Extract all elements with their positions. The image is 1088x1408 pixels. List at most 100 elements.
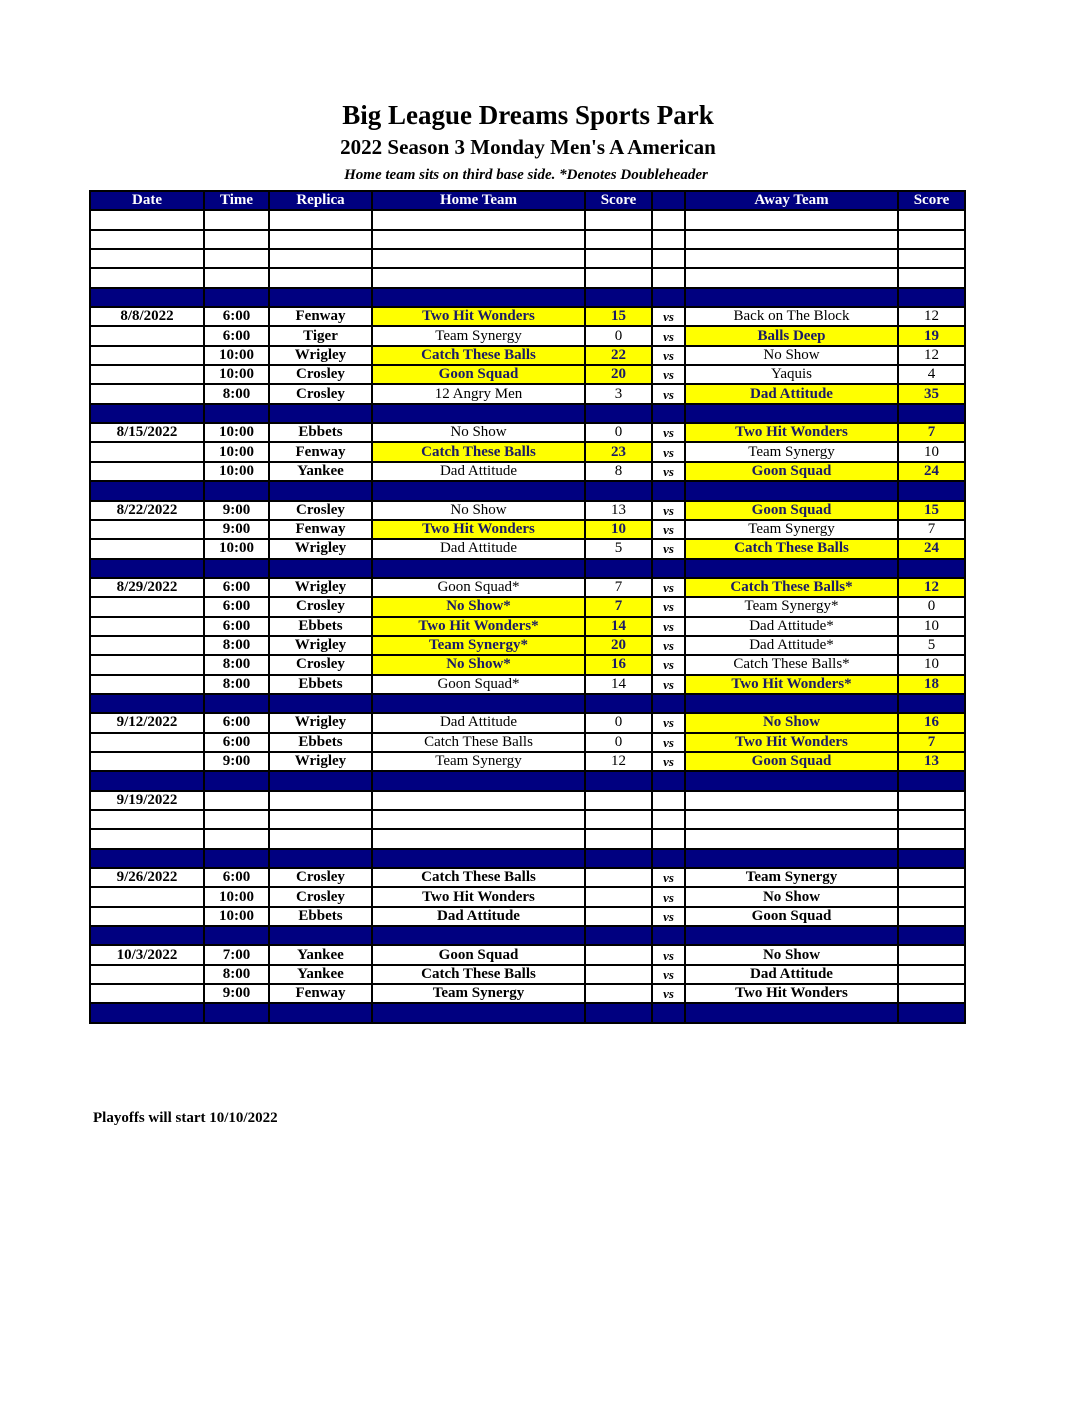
home-team-cell: No Show bbox=[371, 499, 586, 521]
vs-cell: vs bbox=[651, 383, 686, 405]
home-team-cell: Dad Attitude bbox=[371, 712, 586, 734]
away-team-cell: No Show bbox=[684, 712, 899, 734]
home-team-cell: Catch These Balls bbox=[371, 867, 586, 889]
away-score-cell bbox=[897, 557, 966, 579]
away-score-cell bbox=[897, 983, 966, 1005]
home-team-cell bbox=[371, 828, 586, 850]
home-score-cell bbox=[584, 828, 653, 850]
replica-cell bbox=[268, 847, 373, 870]
replica-cell bbox=[268, 209, 373, 231]
away-score-cell: 35 bbox=[897, 383, 966, 405]
time-cell: 10:00 bbox=[203, 538, 270, 560]
game-row: 10:00 Wrigley Dad Attitude 5 vs Catch These B… bbox=[89, 538, 966, 560]
time-cell: 10:00 bbox=[203, 460, 270, 483]
date-cell: 8/8/2022 bbox=[89, 306, 205, 328]
replica-cell: Crosley bbox=[268, 383, 373, 405]
away-team-cell: Catch These Balls bbox=[684, 538, 899, 560]
date-cell bbox=[89, 402, 205, 425]
time-cell: 8:00 bbox=[203, 673, 270, 695]
home-team-cell bbox=[371, 808, 586, 831]
time-cell: 10:00 bbox=[203, 905, 270, 928]
home-score-cell: 5 bbox=[584, 538, 653, 560]
away-team-cell: Goon Squad bbox=[684, 499, 899, 521]
week-separator-row bbox=[89, 692, 966, 715]
vs-cell bbox=[651, 286, 686, 309]
away-team-cell: Team Synergy* bbox=[684, 596, 899, 618]
home-score-cell: 13 bbox=[584, 499, 653, 521]
away-score-cell bbox=[897, 808, 966, 831]
away-team-cell: Dad Attitude bbox=[684, 963, 899, 986]
away-team-cell: Dad Attitude bbox=[684, 383, 899, 405]
time-cell: 9:00 bbox=[203, 499, 270, 521]
home-team-cell bbox=[371, 770, 586, 792]
date-cell bbox=[89, 228, 205, 251]
time-cell: 6:00 bbox=[203, 306, 270, 328]
home-score-cell bbox=[584, 557, 653, 579]
time-cell bbox=[203, 828, 270, 850]
away-team-cell bbox=[684, 808, 899, 831]
time-cell bbox=[203, 286, 270, 309]
date-cell: 8/15/2022 bbox=[89, 422, 205, 444]
replica-cell: Wrigley bbox=[268, 538, 373, 560]
vs-cell: vs bbox=[651, 731, 686, 753]
date-cell: 9/26/2022 bbox=[89, 867, 205, 889]
time-cell: 10:00 bbox=[203, 422, 270, 444]
home-score-cell bbox=[584, 228, 653, 251]
away-score-cell bbox=[897, 267, 966, 289]
vs-cell: vs bbox=[651, 325, 686, 347]
date-cell bbox=[89, 808, 205, 831]
replica-cell bbox=[268, 789, 373, 812]
vs-cell: vs bbox=[651, 306, 686, 328]
replica-cell: Crosley bbox=[268, 499, 373, 521]
time-cell: 9:00 bbox=[203, 518, 270, 541]
away-score-cell: 10 bbox=[897, 615, 966, 637]
game-row: 10:00 Wrigley Catch These Balls 22 vs No Show… bbox=[89, 344, 966, 367]
schedule-note: Home team sits on third base side. *Deno… bbox=[344, 167, 708, 183]
date-cell bbox=[89, 325, 205, 347]
home-team-cell: Two Hit Wonders bbox=[371, 518, 586, 541]
game-row: 8/29/2022 6:00 Wrigley Goon Squad* 7 vs Catch … bbox=[89, 576, 966, 599]
away-score-cell bbox=[897, 789, 966, 812]
away-score-cell bbox=[897, 402, 966, 425]
replica-cell: Yankee bbox=[268, 460, 373, 483]
game-row: 10:00 Crosley Goon Squad 20 vs Yaquis 4 bbox=[89, 364, 966, 386]
home-score-cell bbox=[584, 808, 653, 831]
away-score-cell bbox=[897, 886, 966, 908]
home-score-cell: 20 bbox=[584, 364, 653, 386]
away-score-cell bbox=[897, 847, 966, 870]
replica-cell bbox=[268, 557, 373, 579]
time-cell bbox=[203, 267, 270, 289]
replica-cell: Crosley bbox=[268, 654, 373, 676]
home-score-cell: 8 bbox=[584, 460, 653, 483]
home-score-cell bbox=[584, 480, 653, 502]
vs-cell bbox=[651, 808, 686, 831]
vs-cell: vs bbox=[651, 886, 686, 908]
date-cell bbox=[89, 538, 205, 560]
week-separator-row bbox=[89, 286, 966, 309]
away-score-cell: 10 bbox=[897, 441, 966, 463]
vs-cell bbox=[651, 925, 686, 947]
time-cell bbox=[203, 557, 270, 579]
game-row: 10:00 Ebbets Dad Attitude vs Goon Squad bbox=[89, 905, 966, 928]
date-cell bbox=[89, 847, 205, 870]
home-team-cell bbox=[371, 692, 586, 715]
date-cell bbox=[89, 673, 205, 695]
date-cell bbox=[89, 692, 205, 715]
away-score-cell: 16 bbox=[897, 712, 966, 734]
date-cell bbox=[89, 248, 205, 270]
away-team-cell bbox=[684, 286, 899, 309]
page-title: Big League Dreams Sports Park bbox=[342, 100, 714, 130]
home-team-cell bbox=[371, 402, 586, 425]
game-row: 8:00 Crosley 12 Angry Men 3 vs Dad Attitude 35 bbox=[89, 383, 966, 405]
date-cell bbox=[89, 518, 205, 541]
time-cell bbox=[203, 209, 270, 231]
away-team-cell: Team Synergy bbox=[684, 867, 899, 889]
replica-cell: Crosley bbox=[268, 867, 373, 889]
away-score-cell bbox=[897, 925, 966, 947]
away-team-cell: Balls Deep bbox=[684, 325, 899, 347]
time-cell: 6:00 bbox=[203, 325, 270, 347]
time-cell: 8:00 bbox=[203, 963, 270, 986]
home-score-cell bbox=[584, 1002, 653, 1024]
vs-cell: vs bbox=[651, 499, 686, 521]
vs-cell bbox=[651, 480, 686, 502]
